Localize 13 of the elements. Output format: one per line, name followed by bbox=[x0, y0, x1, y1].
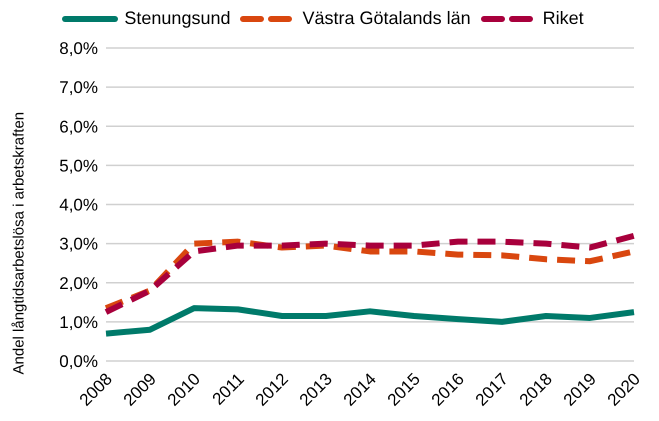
y-axis-title: Andel långtidsarbetslösa i arbetskraften bbox=[10, 112, 28, 374]
y-tick-label: 4,0% bbox=[59, 196, 98, 215]
y-tick-label: 1,0% bbox=[59, 312, 98, 332]
legend-label: Riket bbox=[542, 8, 584, 28]
y-tick-label: 5,0% bbox=[59, 156, 98, 176]
y-tick-label: 8,0% bbox=[59, 39, 98, 58]
legend-label: Västra Götalands län bbox=[301, 8, 471, 28]
y-tick-label: 6,0% bbox=[59, 117, 98, 136]
y-tick-label: 0,0% bbox=[59, 352, 98, 372]
y-tick-label: 7,0% bbox=[59, 78, 98, 98]
y-tick-label: 2,0% bbox=[59, 274, 98, 293]
legend-label: Stenungsund bbox=[123, 8, 230, 28]
y-tick-label: 3,0% bbox=[59, 234, 98, 254]
